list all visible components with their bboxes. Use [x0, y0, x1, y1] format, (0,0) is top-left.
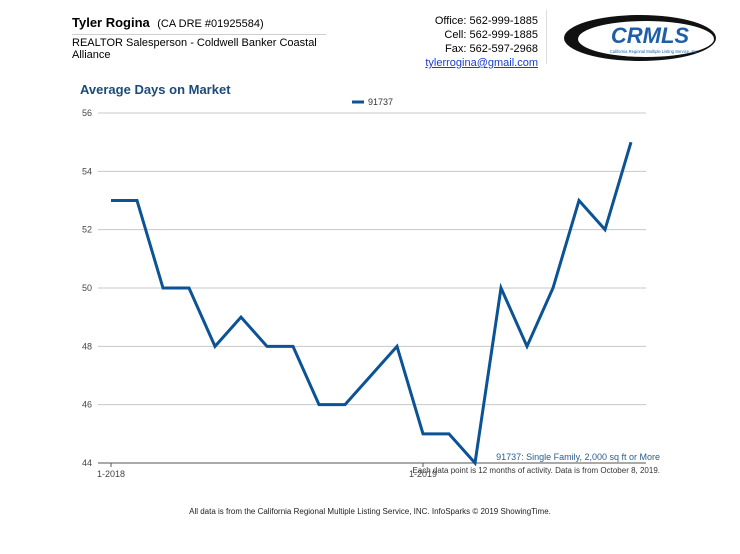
contact-email-link[interactable]: tylerrogina@gmail.com: [425, 57, 538, 69]
y-tick-label: 54: [82, 166, 92, 176]
agent-name: Tyler Rogina: [72, 15, 150, 30]
chart-title: Average Days on Market: [80, 82, 231, 97]
y-tick-label: 56: [82, 108, 92, 118]
y-tick-label: 52: [82, 225, 92, 235]
logo-tagline: California Regional Multiple Listing Ser…: [610, 49, 698, 54]
agent-name-line: Tyler Rogina (CA DRE #01925584): [72, 14, 332, 32]
agent-divider: [72, 34, 326, 35]
series-footnote: 91737: Single Family, 2,000 sq ft or Mor…: [496, 452, 660, 462]
y-tick-label: 50: [82, 283, 92, 293]
x-tick-label: 1-2018: [97, 469, 125, 479]
logo-brand: CRMLS: [611, 23, 690, 48]
chart-legend: 91737: [352, 97, 393, 107]
source-footnote: All data is from the California Regional…: [189, 507, 551, 516]
series-layer: [110, 141, 633, 467]
contact-info: Office: 562-999-1885 Cell: 562-999-1885 …: [425, 14, 538, 70]
logo-swoosh-inner: [578, 21, 714, 57]
y-tick-label: 48: [82, 341, 92, 351]
legend-label: 91737: [368, 97, 393, 107]
activity-footnote: Each data point is 12 months of activity…: [412, 466, 660, 475]
header-divider: [546, 10, 547, 64]
y-tick-label: 46: [82, 400, 92, 410]
agent-info: Tyler Rogina (CA DRE #01925584) REALTOR …: [72, 14, 332, 61]
contact-cell: Cell: 562-999-1885: [444, 29, 538, 41]
crmls-logo: CRMLS California Regional Multiple Listi…: [564, 15, 716, 61]
axis-layer: 44 46 48 50 52 54 56 1-2018 1-2019: [82, 108, 437, 479]
contact-fax: Fax: 562-597-2968: [445, 43, 538, 55]
x-tick-label: 1-2019: [409, 469, 437, 479]
agent-dre: (CA DRE #01925584): [157, 18, 264, 30]
grid-layer: [98, 112, 646, 464]
y-tick-label: 44: [82, 458, 92, 468]
agent-title: REALTOR Salesperson - Coldwell Banker Co…: [72, 37, 317, 61]
contact-office: Office: 562-999-1885: [434, 15, 538, 27]
series-line-91737: [111, 141, 633, 467]
